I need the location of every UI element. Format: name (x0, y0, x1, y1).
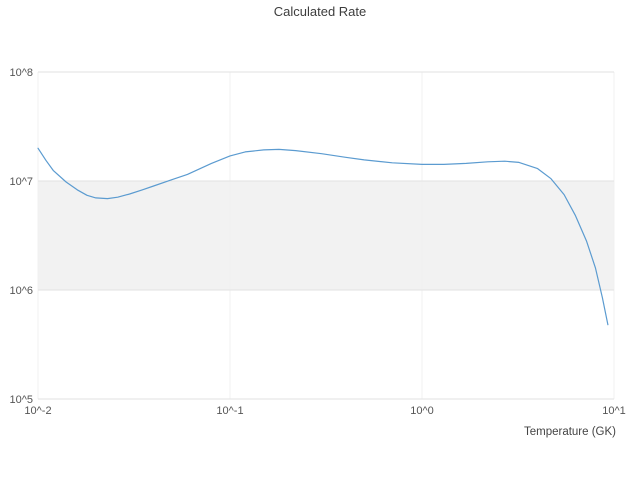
vertical-gridlines (37, 72, 615, 399)
y-tick-label: 10^6 (9, 285, 33, 297)
x-tick-label: 10^-2 (24, 405, 51, 417)
y-tick-label: 10^7 (9, 176, 33, 188)
x-tick-label: 10^-1 (216, 405, 243, 417)
horizontal-gridlines (38, 71, 614, 400)
x-tick-labels: 10^-2 10^-1 10^0 10^1 (24, 405, 625, 417)
y-tick-labels: 10^5 10^6 10^7 10^8 (9, 67, 33, 406)
y-tick-label: 10^8 (9, 67, 33, 79)
y-tick-label: 10^5 (9, 394, 33, 406)
x-axis-title: Temperature (GK) (524, 426, 616, 438)
rate-line (37, 147, 609, 326)
x-tick-label: 10^1 (602, 405, 626, 417)
x-tick-label: 10^0 (410, 405, 434, 417)
highlight-band (38, 181, 614, 290)
chart-title: Calculated Rate (274, 4, 367, 19)
